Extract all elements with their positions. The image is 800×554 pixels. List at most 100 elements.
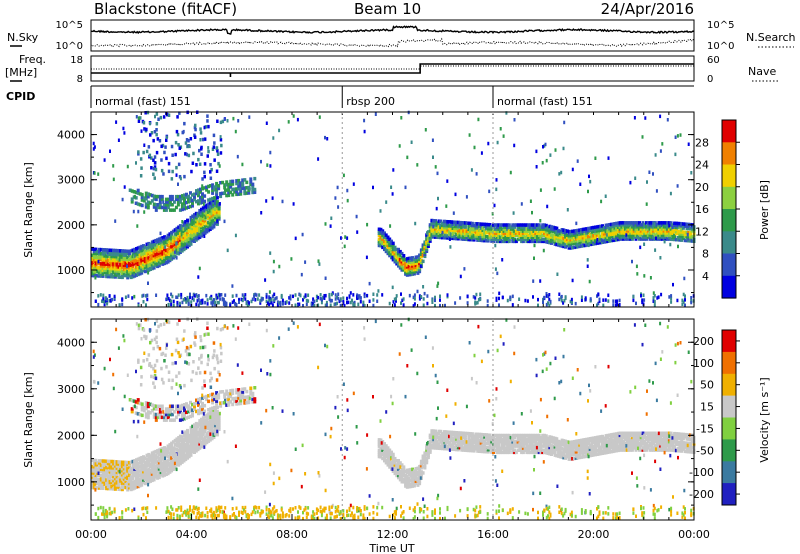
power-cell <box>214 215 218 220</box>
velocity-cell <box>205 426 209 430</box>
velocity-cell <box>112 459 116 464</box>
power-cell <box>166 260 170 264</box>
velocity-cell <box>446 445 450 449</box>
power-cell <box>132 209 135 214</box>
power-cell <box>615 238 619 242</box>
velocity-cell <box>119 464 123 469</box>
velocity-cell <box>175 441 179 446</box>
velocity-cell <box>166 463 170 467</box>
power-cell <box>480 151 483 155</box>
power-cell <box>595 225 599 229</box>
power-cell <box>156 264 160 269</box>
velocity-cell <box>161 448 165 453</box>
power-cell <box>372 292 375 296</box>
power-cell <box>501 258 504 262</box>
power-cell <box>432 229 436 233</box>
power-cell <box>622 235 626 239</box>
velocity-cell <box>103 459 107 463</box>
velocity-cell <box>94 471 98 475</box>
power-cell <box>178 200 182 204</box>
velocity-cell <box>469 448 473 453</box>
power-cell <box>166 258 170 262</box>
power-cell <box>203 174 206 179</box>
velocity-cell <box>488 446 492 450</box>
power-cell <box>199 127 202 131</box>
power-cell <box>437 219 441 223</box>
power-cell <box>544 227 548 232</box>
power-cell <box>456 222 460 227</box>
power-cell <box>421 247 425 251</box>
power-cell <box>92 251 96 256</box>
power-cell <box>154 238 158 243</box>
velocity-cell <box>393 469 397 473</box>
power-cell <box>405 257 409 261</box>
velocity-cell <box>428 450 432 454</box>
power-cell <box>200 147 203 151</box>
velocity-cell <box>409 470 413 474</box>
power-cell <box>569 236 573 240</box>
velocity-cell <box>99 463 103 467</box>
power-cell <box>156 238 160 242</box>
power-cell <box>583 243 587 248</box>
velocity-cell <box>122 462 126 467</box>
power-cell <box>587 241 590 245</box>
velocity-cell <box>476 436 480 441</box>
power-cell <box>346 236 349 240</box>
power-cell <box>177 225 181 229</box>
velocity-cell <box>178 453 182 457</box>
power-cell <box>103 260 107 264</box>
power-cell <box>94 259 98 264</box>
power-cell <box>103 252 107 256</box>
power-cell <box>146 192 150 196</box>
power-cell <box>463 223 467 227</box>
power-cell <box>180 196 184 201</box>
power-cell <box>268 290 271 294</box>
power-cell <box>187 298 190 302</box>
power-cell <box>404 270 408 274</box>
power-cell <box>129 271 133 276</box>
power-cell <box>523 235 527 239</box>
velocity-cell <box>435 435 439 440</box>
power-cell <box>490 229 494 233</box>
velocity-cell <box>115 468 119 472</box>
power-cell <box>659 221 663 225</box>
power-cell <box>507 229 511 233</box>
power-cell <box>655 223 659 227</box>
power-cell <box>336 185 339 190</box>
velocity-cell <box>115 483 119 487</box>
velocity-cell <box>386 450 390 454</box>
velocity-cell <box>120 481 124 485</box>
velocity-cell <box>150 455 154 460</box>
power-cell <box>609 232 613 237</box>
velocity-cell <box>483 443 487 448</box>
power-cell <box>384 241 388 246</box>
power-cell <box>481 226 485 231</box>
power-cell <box>214 209 218 213</box>
power-cell <box>681 298 684 303</box>
power-cell <box>449 234 453 238</box>
power-cell <box>426 230 430 234</box>
power-cell <box>98 253 101 258</box>
power-cell <box>657 295 660 299</box>
power-cell <box>131 296 134 300</box>
power-cell <box>127 265 131 270</box>
power-cell <box>662 233 666 237</box>
power-cell <box>102 297 105 301</box>
velocity-cell <box>175 437 179 441</box>
velocity-cell <box>439 444 443 448</box>
power-cell <box>420 295 423 299</box>
power-cell <box>472 225 476 230</box>
power-cell <box>103 270 107 274</box>
power-cell <box>676 225 680 230</box>
power-cell <box>409 272 413 277</box>
power-cell <box>217 300 220 305</box>
velocity-cell <box>120 460 124 464</box>
power-cell <box>377 227 381 231</box>
velocity-cell <box>157 475 161 480</box>
power-cell <box>687 224 691 229</box>
power-cell <box>173 232 177 236</box>
power-cell <box>590 242 594 246</box>
power-cell <box>479 234 483 239</box>
power-cell <box>516 229 520 233</box>
power-cell <box>655 229 659 233</box>
